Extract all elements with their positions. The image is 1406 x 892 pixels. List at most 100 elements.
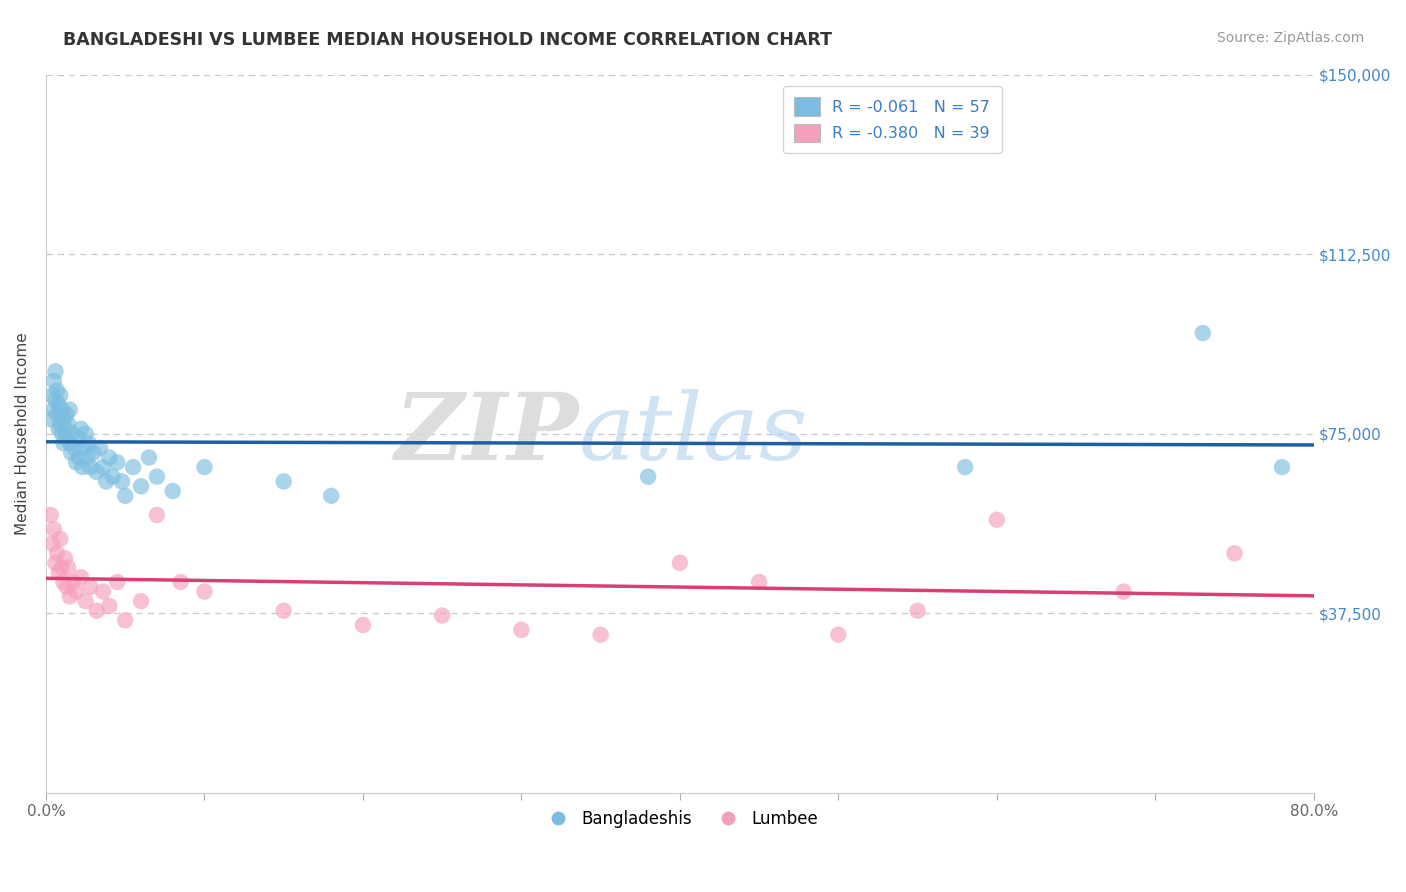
Point	[65, 455, 87, 469]
Point	[63, 441, 86, 455]
Point	[59, 590, 82, 604]
Point	[986, 513, 1008, 527]
Point	[44, 393, 66, 408]
Point	[49, 388, 72, 402]
Point	[52, 412, 75, 426]
Point	[146, 469, 169, 483]
Point	[44, 556, 66, 570]
Point	[1223, 546, 1246, 560]
Point	[510, 623, 533, 637]
Point	[51, 560, 73, 574]
Point	[1191, 326, 1213, 340]
Point	[72, 460, 94, 475]
Point	[748, 574, 770, 589]
Point	[55, 408, 77, 422]
Point	[114, 613, 136, 627]
Point	[41, 388, 63, 402]
Point	[69, 570, 91, 584]
Point	[41, 537, 63, 551]
Point	[75, 594, 97, 608]
Point	[52, 574, 75, 589]
Point	[273, 475, 295, 489]
Point	[46, 384, 69, 398]
Point	[62, 574, 84, 589]
Point	[56, 417, 79, 431]
Point	[42, 374, 65, 388]
Point	[669, 556, 692, 570]
Point	[42, 402, 65, 417]
Point	[48, 566, 70, 580]
Point	[52, 436, 75, 450]
Point	[91, 460, 114, 475]
Point	[146, 508, 169, 522]
Point	[66, 431, 89, 445]
Point	[193, 584, 215, 599]
Legend: Bangladeshis, Lumbee: Bangladeshis, Lumbee	[534, 804, 825, 835]
Point	[86, 604, 108, 618]
Point	[39, 508, 62, 522]
Point	[637, 469, 659, 483]
Point	[79, 580, 101, 594]
Point	[53, 551, 76, 566]
Point	[86, 465, 108, 479]
Point	[162, 483, 184, 498]
Point	[122, 460, 145, 475]
Point	[827, 628, 849, 642]
Text: ZIP: ZIP	[394, 389, 578, 479]
Point	[46, 408, 69, 422]
Point	[65, 584, 87, 599]
Text: Source: ZipAtlas.com: Source: ZipAtlas.com	[1216, 31, 1364, 45]
Point	[91, 584, 114, 599]
Point	[907, 604, 929, 618]
Point	[273, 604, 295, 618]
Y-axis label: Median Household Income: Median Household Income	[15, 332, 30, 535]
Point	[77, 436, 100, 450]
Point	[96, 475, 118, 489]
Point	[129, 594, 152, 608]
Point	[953, 460, 976, 475]
Point	[49, 417, 72, 431]
Point	[39, 412, 62, 426]
Point	[101, 469, 124, 483]
Point	[55, 431, 77, 445]
Point	[51, 402, 73, 417]
Point	[60, 446, 83, 460]
Point	[59, 436, 82, 450]
Point	[48, 398, 70, 412]
Point	[1112, 584, 1135, 599]
Point	[75, 426, 97, 441]
Point	[51, 426, 73, 441]
Point	[170, 574, 193, 589]
Point	[73, 441, 96, 455]
Point	[89, 441, 111, 455]
Text: atlas: atlas	[578, 389, 808, 479]
Point	[105, 455, 128, 469]
Point	[44, 364, 66, 378]
Point	[430, 608, 453, 623]
Point	[589, 628, 612, 642]
Point	[1271, 460, 1294, 475]
Point	[59, 402, 82, 417]
Point	[46, 546, 69, 560]
Point	[69, 422, 91, 436]
Text: BANGLADESHI VS LUMBEE MEDIAN HOUSEHOLD INCOME CORRELATION CHART: BANGLADESHI VS LUMBEE MEDIAN HOUSEHOLD I…	[63, 31, 832, 49]
Point	[76, 450, 98, 465]
Point	[321, 489, 343, 503]
Point	[49, 532, 72, 546]
Point	[53, 422, 76, 436]
Point	[105, 574, 128, 589]
Point	[129, 479, 152, 493]
Point	[48, 422, 70, 436]
Point	[67, 450, 90, 465]
Point	[352, 618, 374, 632]
Point	[114, 489, 136, 503]
Point	[83, 446, 105, 460]
Point	[98, 599, 121, 613]
Point	[55, 580, 77, 594]
Point	[98, 450, 121, 465]
Point	[111, 475, 134, 489]
Point	[42, 522, 65, 536]
Point	[79, 460, 101, 475]
Point	[138, 450, 160, 465]
Point	[56, 560, 79, 574]
